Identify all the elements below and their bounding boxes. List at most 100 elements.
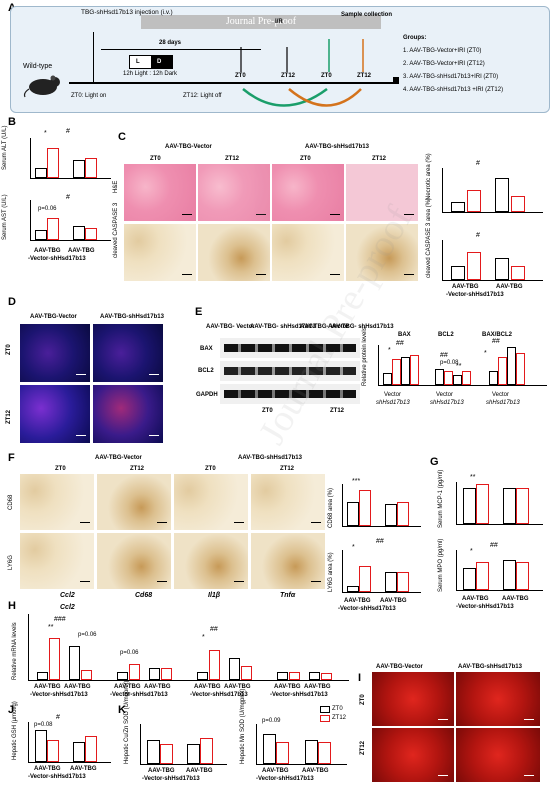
light-box-label: L	[136, 59, 140, 65]
bar-ly6g-sh-zt0	[385, 572, 397, 592]
light-on-label: ZT0: Light on	[71, 93, 107, 99]
panel-label-i: I	[358, 672, 362, 684]
ly6g-sig-2: ##	[376, 538, 384, 545]
bar-mn-sh-zt0	[305, 740, 318, 764]
ly6g-sig-1: *	[352, 544, 355, 551]
panel-label-g: G	[430, 456, 439, 468]
bar-gsh-sh-zt12	[85, 736, 97, 762]
g-x-label-3: -Vector-shHsd17b13	[456, 604, 514, 610]
gsh-p-value: p=0.08	[34, 722, 53, 728]
ly6g-chart	[342, 550, 421, 593]
light-dark-box: L D	[129, 55, 173, 69]
timeline-line	[69, 82, 399, 84]
groups-title: Groups:	[403, 35, 427, 41]
gsh-sig: #	[56, 714, 60, 721]
f-zt0-1: ZT0	[55, 466, 66, 472]
e-vec-header-1: AAV-TBG- Vector	[206, 324, 255, 330]
bar-alt-sh-zt12	[85, 158, 97, 178]
red-sh-zt0	[456, 672, 540, 726]
e-sig-6: *	[484, 350, 487, 357]
wb-bcl2	[220, 361, 360, 381]
h-sig-3: ##	[210, 626, 218, 633]
ly6g-sh-zt12	[251, 533, 325, 589]
i-zt0-label: ZT0	[360, 694, 366, 705]
journal-banner: Journal Pre-proof	[141, 15, 381, 29]
bar-cd68-4	[161, 668, 172, 680]
h-x-aav-6: AAV-TBG	[224, 684, 251, 690]
e-x-vector-3: Vector	[492, 392, 510, 398]
e-ylabel: Relative protein levels	[362, 327, 368, 386]
h-p-value-2: p=0.06	[120, 650, 139, 656]
bar-mn-sh-zt12	[318, 742, 331, 764]
bar-mpo-vec-zt0	[463, 568, 476, 590]
e-x-sh-1: shHsd17b13	[376, 400, 410, 406]
casp3-vec-zt12	[198, 224, 270, 281]
red-vec-zt12	[372, 728, 454, 782]
alt-ylabel: Serum ALT (U/L)	[2, 125, 8, 170]
zt12-label-1: ZT12	[281, 73, 296, 79]
panel-label-e: E	[195, 306, 203, 318]
k-x-label-4: AAV-TBG	[262, 768, 289, 774]
mcp1-chart	[456, 482, 543, 525]
k-x-label-3: -Vector-shHsd17b13	[142, 776, 200, 782]
bar-cd68-vec-zt0	[347, 502, 359, 526]
bar-cd68-sh-zt0	[385, 504, 397, 526]
panel-label-c: C	[118, 131, 126, 143]
legend-zt12-swatch	[320, 715, 330, 722]
h-p-value-1: p=0.06	[78, 632, 97, 638]
ast-sig: #	[66, 194, 70, 201]
zt12-label-2: ZT12	[357, 73, 372, 79]
bar-mcp1-sh-zt12	[516, 488, 529, 524]
bar-mn-vec-zt0	[263, 734, 276, 764]
light-off-label: ZT12: Light off	[183, 93, 222, 99]
k-x-label-1: AAV-TBG	[148, 768, 175, 774]
wb-gapdh-label: GAPDH	[196, 392, 218, 398]
he-vec-zt0	[124, 164, 196, 221]
cleaved-label: cleaved CASPASE 3	[113, 202, 119, 258]
bar-bax-sh-zt0	[401, 357, 410, 385]
legend-zt12-label: ZT12	[332, 715, 347, 721]
zt0-label-1: ZT0	[235, 73, 246, 79]
bar-mn-vec-zt12	[276, 742, 289, 764]
h-x-vec-sh-4: -Vector-shHsd17b13	[270, 692, 328, 698]
zt0-label-2: ZT0	[321, 73, 332, 79]
he-sh-zt0	[272, 164, 344, 221]
h-x-aav-4: AAV-TBG	[144, 684, 171, 690]
bar-ly6g-vec-zt12	[359, 566, 371, 592]
d-vector-header: AAV-TBG-Vector	[30, 314, 77, 320]
h-sig-2: **	[48, 624, 54, 631]
mn-ylabel: Hepatic Mn SOD (U/mgprot)	[240, 688, 246, 764]
bar-cuzn-sh-zt0	[187, 744, 200, 764]
necrotic-ylabel: Necrotic area (%)	[426, 153, 432, 200]
c-vector-header: AAV-TBG-Vector	[165, 144, 212, 150]
panel-label-j: J	[8, 704, 15, 716]
e-bax-title: BAX	[398, 332, 411, 338]
h-sig-4: *	[202, 634, 205, 641]
gsh-ylabel: Hepatic GSH (μmol/g)	[12, 701, 18, 760]
d-zt0-label: ZT0	[6, 344, 12, 355]
bar-bax-sh-zt12	[410, 355, 419, 385]
j-x-label-3: -Vector-shHsd17b13	[28, 774, 86, 780]
panel-label-f: F	[8, 452, 15, 464]
e-sig-2: ##	[396, 340, 404, 347]
e-p-value: p=0.08	[440, 360, 459, 366]
ast-chart	[30, 200, 111, 241]
cd68-vec-zt12	[97, 474, 171, 530]
bar-cd68-2	[129, 664, 140, 680]
bar-mcp1-vec-zt0	[463, 488, 476, 524]
c-zt0-1: ZT0	[150, 156, 161, 162]
casp3-sh-zt12	[346, 224, 418, 281]
panel-label-b: B	[8, 116, 16, 128]
mpo-chart	[456, 550, 543, 591]
e-vec-header-2: AAV-TBG- Vector	[300, 324, 349, 330]
bar-cuzn-sh-zt12	[200, 738, 213, 764]
wb-bax-label: BAX	[200, 346, 213, 352]
cd68-vec-zt0	[20, 474, 94, 530]
bar-gsh-sh-zt0	[73, 742, 85, 762]
c-zt12-2: ZT12	[372, 156, 387, 162]
bar-il1b-1	[197, 672, 208, 680]
bar-ccl2-4	[81, 670, 92, 680]
bar-ast-vec-zt0	[35, 230, 47, 240]
timeline-end	[393, 77, 399, 83]
mcp1-sig: **	[470, 474, 476, 481]
